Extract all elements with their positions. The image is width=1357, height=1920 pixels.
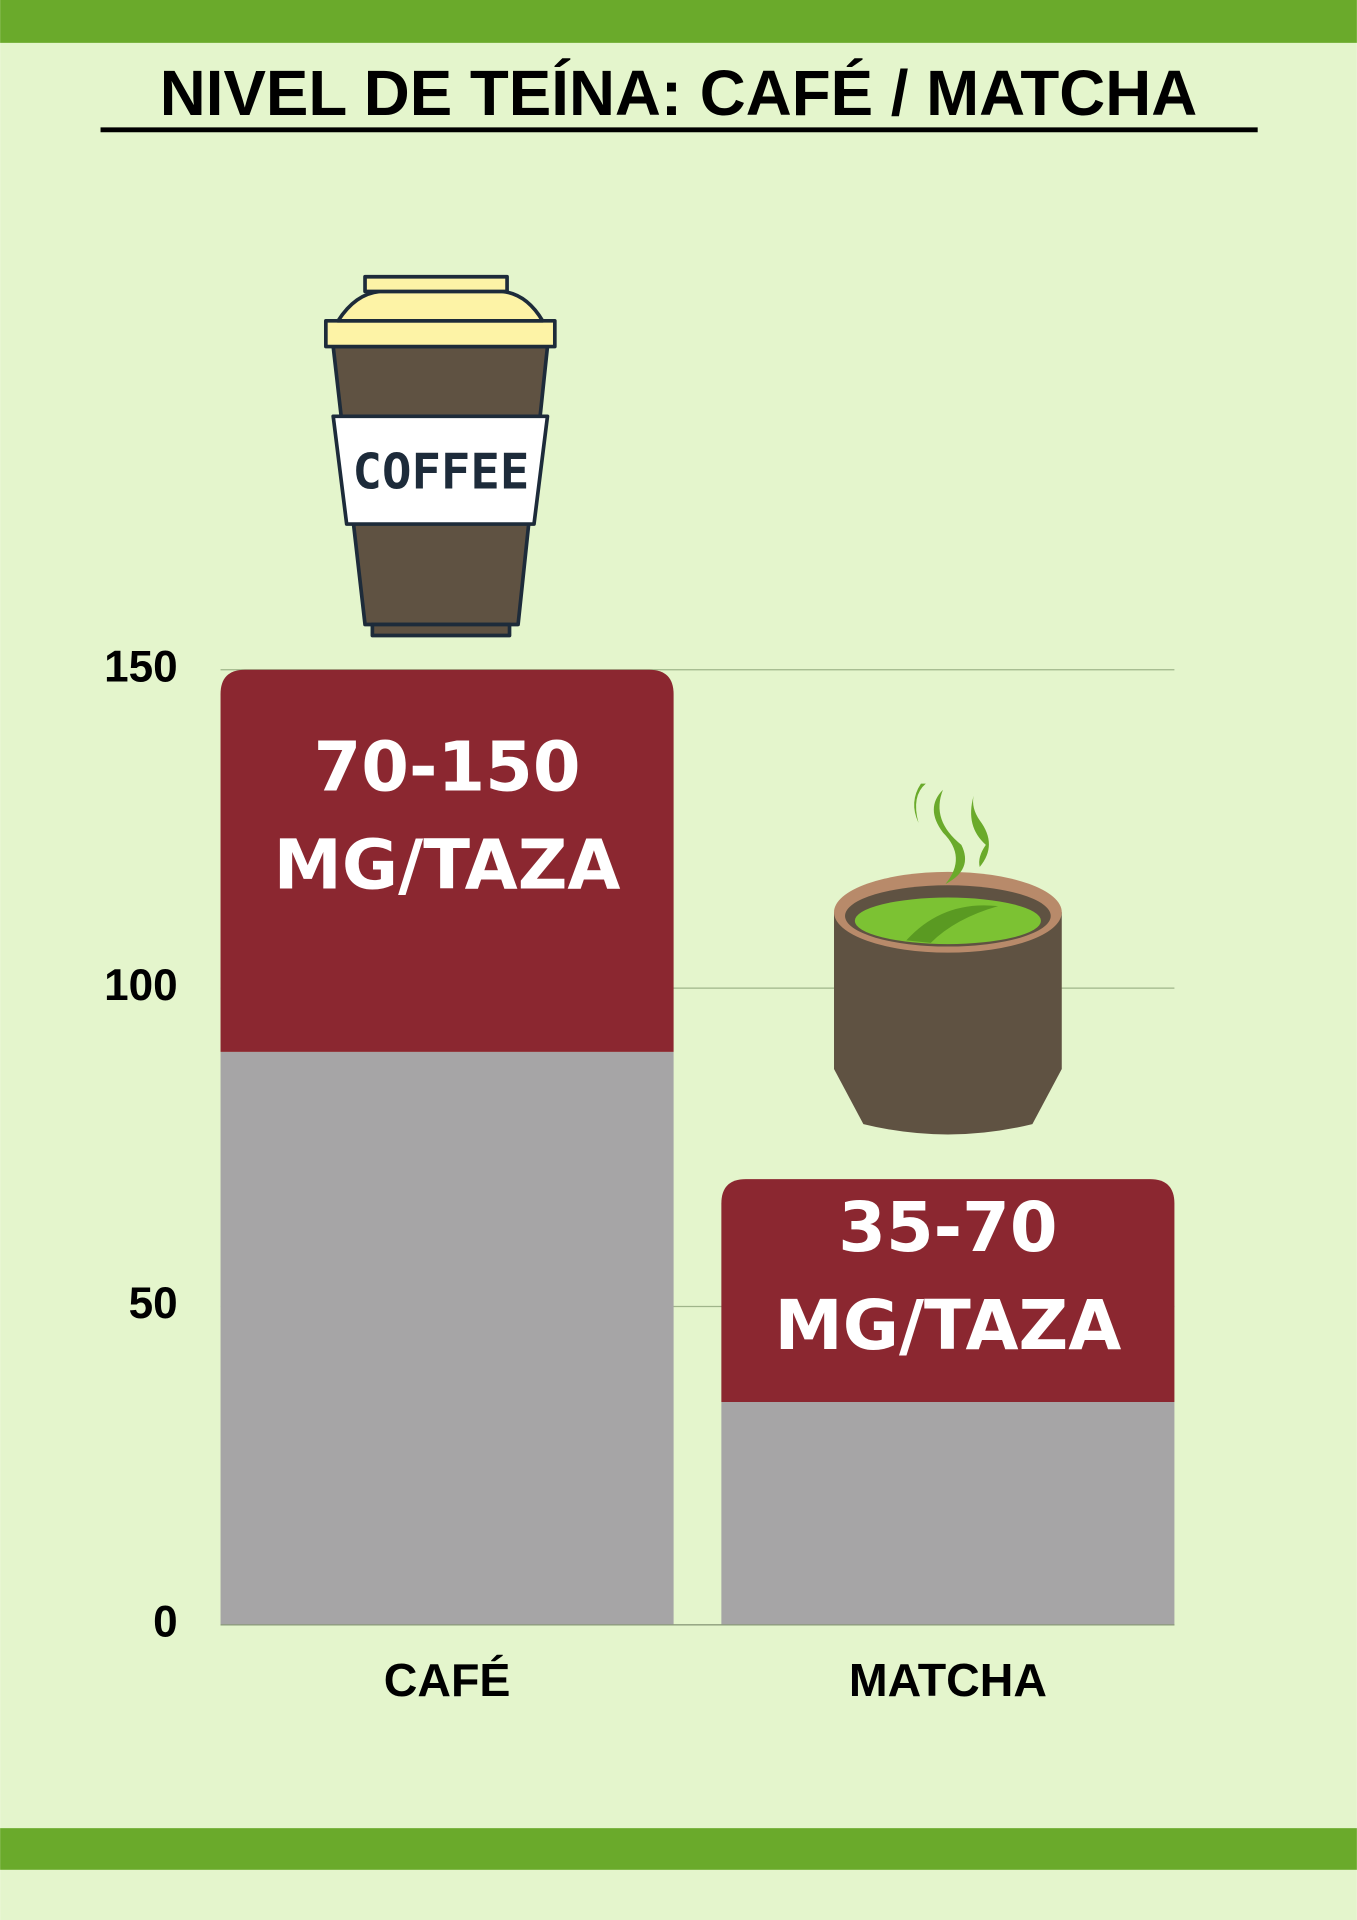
bars <box>220 669 1175 1625</box>
bar-segment <box>721 1402 1175 1625</box>
bottom-band <box>0 1828 1357 1870</box>
y-tick-label: 0 <box>153 1598 178 1647</box>
x-tick-label: CAFÉ <box>384 1654 511 1706</box>
bar-annotation: 70-150 <box>314 727 581 807</box>
y-tick-label: 50 <box>129 1279 178 1328</box>
chart-title: NIVEL DE TEÍNA: CAFÉ / MATCHA <box>160 58 1197 129</box>
matcha-icon <box>834 783 1062 1135</box>
y-tick-label: 100 <box>104 961 178 1010</box>
coffee-sleeve-label: COFFEE <box>353 444 530 501</box>
x-tick-label: MATCHA <box>849 1654 1047 1706</box>
bar-annotation: 35-70 <box>838 1188 1057 1268</box>
bar-annotation: MG/TAZA <box>774 1286 1121 1366</box>
coffee-icon: COFFEE <box>324 274 557 638</box>
y-tick-label: 150 <box>104 642 178 691</box>
top-band <box>0 0 1357 43</box>
bar-segment <box>220 669 674 1052</box>
bar-segment <box>220 1051 674 1625</box>
bar-segment <box>721 1179 1175 1403</box>
bar-annotation: MG/TAZA <box>274 825 621 905</box>
